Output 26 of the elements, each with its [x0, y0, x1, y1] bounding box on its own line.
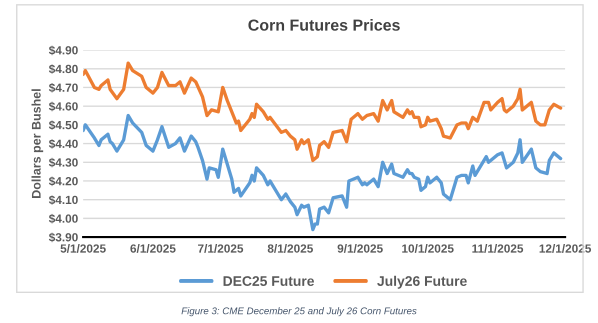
line-series [83, 61, 562, 162]
line-series [83, 114, 562, 232]
y-tick-label: $4.70 [48, 82, 78, 93]
y-tick-label: $4.40 [48, 139, 78, 149]
legend-label: July26 Future [377, 276, 467, 289]
y-axis-title: Dollars per Bushel [32, 89, 44, 198]
y-tick-label: $4.90 [48, 46, 78, 56]
y-tick-label: $3.90 [48, 232, 78, 242]
x-tick-label: 9/1/2025 [338, 244, 383, 253]
caption: Figure 3: CME December 25 and July 26 Corn Futures [182, 307, 417, 316]
x-tick-label: 5/1/2025 [60, 244, 106, 253]
x-tick-label: 7/1/2025 [198, 244, 244, 253]
y-tick-label: $4.00 [48, 214, 78, 224]
y-tick-label: $4.50 [48, 120, 78, 130]
x-tick-label: 8/1/2025 [268, 244, 313, 253]
y-tick-label: $4.20 [48, 176, 78, 186]
y-tick-label: $4.10 [48, 195, 78, 205]
x-tick-label: 12/1/2025 [540, 244, 592, 253]
y-tick-label: $4.60 [48, 102, 78, 112]
legend-label: DEC25 Future [224, 276, 314, 286]
x-tick-label: 6/1/2025 [130, 244, 176, 253]
x-tick-label: 10/1/2025 [402, 244, 454, 253]
chart-title: Corn Futures Prices [248, 19, 400, 31]
y-tick-label: $4.30 [48, 158, 78, 168]
y-tick-label: $4.80 [48, 64, 78, 74]
x-tick-label: 11/1/2025 [472, 244, 524, 253]
